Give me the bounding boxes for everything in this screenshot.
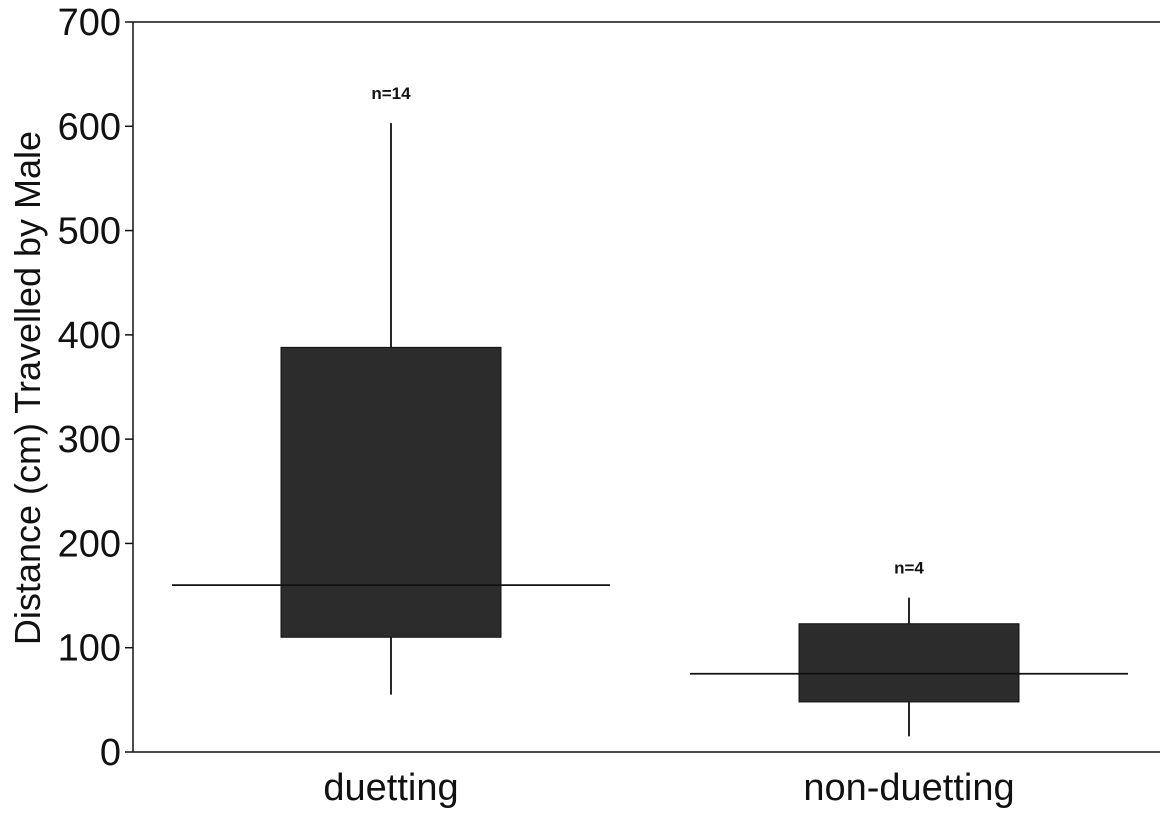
plot-area: 0 100 200 300 400 500 600 700 n=14 duetting n=4 non… bbox=[58, 2, 1160, 809]
x-category-label: duetting bbox=[323, 767, 458, 809]
sample-size-label: n=14 bbox=[371, 84, 411, 103]
y-tick-label: 700 bbox=[58, 2, 121, 44]
y-tick-label: 400 bbox=[58, 315, 121, 357]
iqr-box bbox=[798, 623, 1020, 703]
iqr-box bbox=[280, 346, 502, 638]
y-tick-label: 300 bbox=[58, 419, 121, 461]
y-axis-title: Distance (cm) Travelled by Male bbox=[7, 131, 48, 645]
y-tick-label: 200 bbox=[58, 523, 121, 565]
y-tick-label: 600 bbox=[58, 106, 121, 148]
sample-size-label: n=4 bbox=[894, 559, 924, 578]
y-tick-label: 500 bbox=[58, 211, 121, 253]
y-tick-label: 100 bbox=[58, 628, 121, 670]
y-tick-label: 0 bbox=[100, 732, 121, 774]
x-category-label: non-duetting bbox=[803, 767, 1014, 809]
